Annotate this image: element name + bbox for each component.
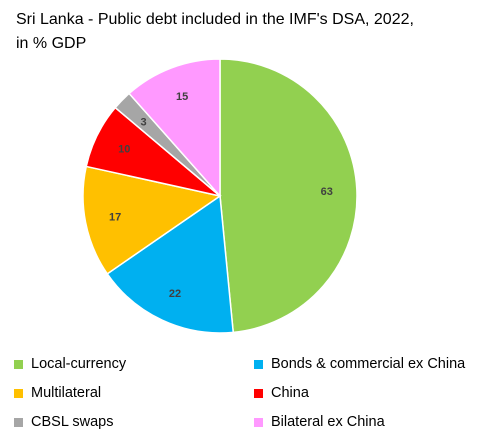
legend-label-bilateral-ex-china: Bilateral ex China bbox=[271, 414, 385, 430]
legend-item-multilateral: Multilateral bbox=[14, 385, 101, 401]
legend-swatch-china bbox=[254, 388, 263, 398]
legend-item-cbsl-swaps: CBSL swaps bbox=[14, 414, 113, 430]
legend-item-china: China bbox=[254, 385, 309, 401]
legend-label-bonds-commercial-ex-china: Bonds & commercial ex China bbox=[271, 356, 466, 372]
legend-item-bonds-commercial-ex-china: Bonds & commercial ex China bbox=[254, 356, 465, 372]
chart-title: Sri Lanka - Public debt included in the … bbox=[16, 8, 466, 56]
legend-label-china: China bbox=[271, 385, 309, 401]
pie-slice-bilateral-ex-china bbox=[128, 58, 221, 198]
data-label-cbsl-swaps: 3 bbox=[140, 116, 146, 128]
legend-swatch-cbsl-swaps bbox=[14, 417, 23, 427]
data-label-multilateral: 17 bbox=[109, 212, 121, 224]
legend-swatch-multilateral bbox=[14, 388, 23, 398]
legend-item-local-currency: Local-currency bbox=[14, 356, 126, 372]
pie-slice-local-currency bbox=[219, 58, 358, 334]
data-label-local-currency: 63 bbox=[321, 186, 333, 198]
legend-label-local-currency: Local-currency bbox=[31, 356, 127, 372]
pie-slice-bonds-commercial-ex-china bbox=[106, 194, 235, 334]
chart-title-line-1: Sri Lanka - Public debt included in the … bbox=[16, 11, 414, 28]
legend-swatch-bilateral-ex-china bbox=[254, 417, 263, 427]
data-label-china: 10 bbox=[118, 144, 130, 156]
legend-item-bilateral-ex-china: Bilateral ex China bbox=[254, 414, 385, 430]
chart-title-line-2: in % GDP bbox=[16, 35, 87, 52]
legend-swatch-local-currency bbox=[14, 359, 23, 369]
pie-slice-multilateral bbox=[82, 165, 222, 275]
data-label-bonds-commercial-ex-china: 22 bbox=[169, 288, 181, 300]
data-label-bilateral-ex-china: 15 bbox=[176, 91, 188, 103]
legend-swatch-bonds-commercial-ex-china bbox=[254, 359, 263, 369]
legend-label-multilateral: Multilateral bbox=[31, 385, 102, 401]
legend-label-cbsl-swaps: CBSL swaps bbox=[31, 414, 114, 430]
